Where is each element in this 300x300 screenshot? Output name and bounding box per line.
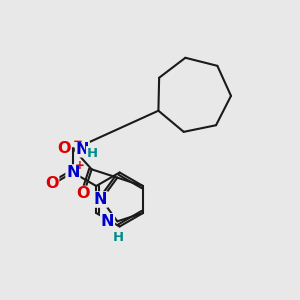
Text: O: O [57,141,71,156]
Text: −: − [73,135,83,148]
Text: N: N [101,214,114,229]
Text: O: O [76,187,90,202]
Text: N: N [94,192,107,207]
Text: O: O [45,176,58,191]
Text: H: H [113,231,124,244]
Text: +: + [75,159,85,172]
Text: H: H [87,147,98,160]
Text: N: N [76,142,89,157]
Text: N: N [66,165,80,180]
